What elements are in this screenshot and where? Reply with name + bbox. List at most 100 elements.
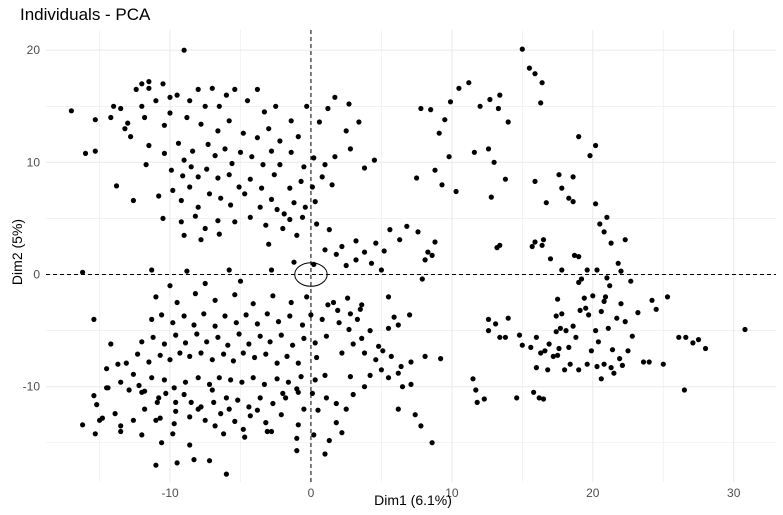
data-point [323,333,329,339]
data-point [339,430,345,436]
data-point [105,385,111,391]
data-point [333,420,339,426]
data-point [474,399,480,405]
y-tick-label: 10 [27,155,41,169]
data-point [153,98,159,104]
data-point [192,291,198,297]
data-point [153,294,159,300]
data-point [598,308,604,315]
data-point [333,251,339,257]
data-point [361,165,368,171]
data-point [404,223,410,229]
data-point [563,328,569,334]
data-point [68,108,74,114]
data-point [368,260,375,266]
data-point [532,71,538,77]
data-point [488,194,494,200]
data-point [299,214,306,220]
data-point [322,372,328,378]
data-point [583,305,589,311]
data-point [356,119,362,125]
data-point [250,301,256,307]
data-point [280,390,286,396]
data-point [149,375,155,381]
data-point [547,256,554,262]
data-point [373,240,379,246]
data-point [257,395,263,401]
data-point [576,279,582,285]
data-point [215,218,221,224]
data-point [607,283,613,289]
data-point [182,340,189,346]
data-point [343,262,349,269]
tick-labels: -10 0 10 20 30 -10 0 10 20 [23,43,741,500]
data-point [187,184,193,190]
data-point [312,377,318,383]
data-point [80,422,86,428]
x-tick-label: -10 [161,486,179,500]
data-point [601,361,607,367]
data-point [304,103,310,109]
data-point [495,105,501,112]
data-point [206,191,213,197]
data-point [576,134,582,140]
data-point [487,96,493,103]
data-point [298,178,304,184]
data-point [604,214,610,220]
data-point [215,175,221,181]
data-point [264,428,270,435]
data-point [557,325,564,331]
data-point [584,361,590,367]
data-point [609,347,616,353]
data-point [150,334,156,340]
data-point [157,415,163,421]
data-point [232,86,238,92]
data-point [302,204,308,210]
data-point [118,428,124,435]
data-point [215,334,221,340]
data-point [226,118,232,124]
data-point [268,196,275,202]
data-point [260,162,266,168]
data-point [178,219,184,225]
data-point [519,342,525,348]
data-point [570,199,576,205]
data-point [153,417,159,423]
data-point [136,382,142,389]
data-point [290,342,296,348]
data-point [244,98,251,104]
data-point [160,81,166,87]
data-point [247,214,253,220]
data-point [233,320,239,326]
data-point [594,363,600,370]
data-point [261,381,267,387]
data-point [635,310,641,316]
data-point [681,387,688,393]
data-point [142,114,148,121]
data-point [161,377,167,383]
data-point [566,195,572,201]
data-point [502,176,508,182]
data-point [288,299,294,306]
data-point [438,356,444,362]
data-point [192,213,198,219]
data-point [139,432,145,438]
data-point [311,432,317,438]
data-point [385,294,392,300]
data-point [211,399,217,405]
data-point [161,341,167,347]
data-point [180,173,186,179]
data-point [466,80,472,86]
data-point [237,149,244,155]
data-point [80,269,86,275]
data-point [425,249,431,255]
data-point [288,149,294,155]
data-point [295,422,301,428]
data-point [195,174,201,180]
data-point [184,114,190,121]
data-point [291,259,297,265]
data-point [278,332,284,338]
data-point [118,379,124,385]
data-point [153,462,159,468]
data-point [588,348,595,354]
